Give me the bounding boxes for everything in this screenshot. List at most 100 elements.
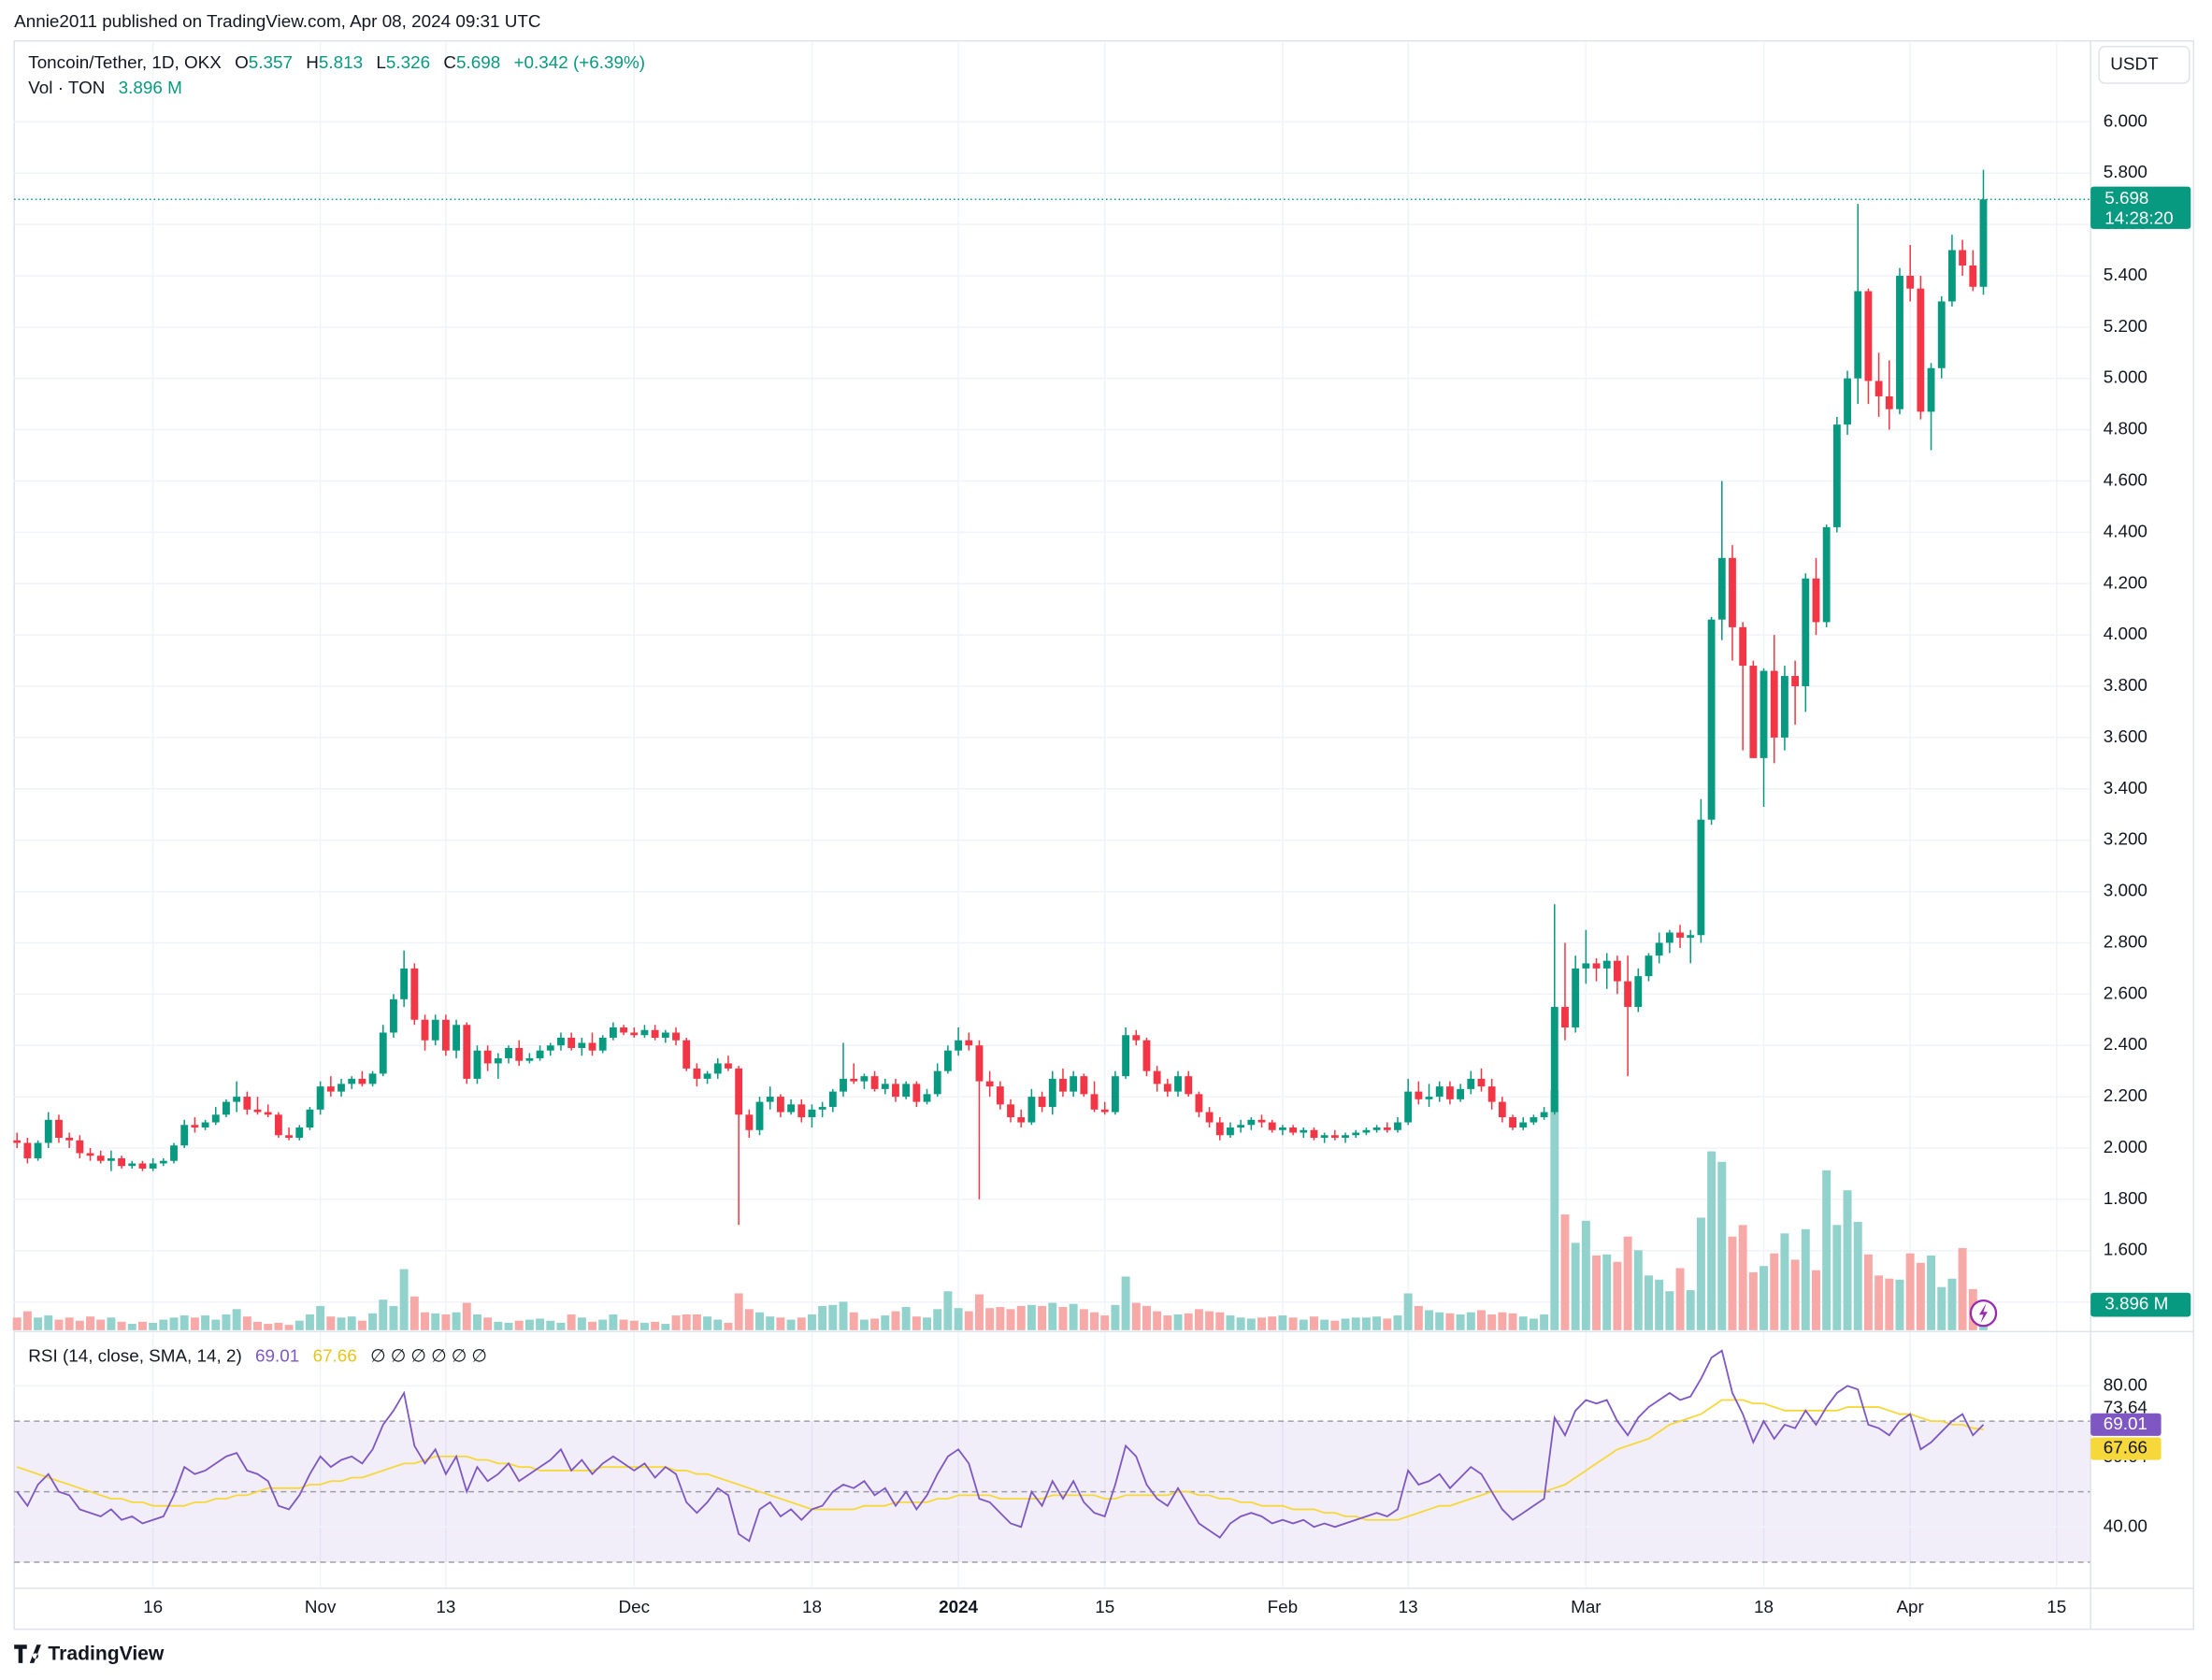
volume-bar	[22, 1311, 32, 1330]
volume-bar	[964, 1311, 973, 1330]
candle-body	[1477, 1078, 1486, 1087]
volume-bar	[1529, 1318, 1538, 1330]
volume-bar	[75, 1320, 84, 1330]
candle-body	[1352, 1132, 1360, 1136]
volume-bar	[1738, 1225, 1747, 1330]
x-tick-label: 15	[1095, 1597, 1114, 1616]
candle-body	[1550, 1007, 1558, 1113]
candle-body	[1425, 1097, 1433, 1099]
chart-frame	[13, 40, 2195, 1630]
volume-bar	[1602, 1254, 1612, 1330]
candle-body	[1937, 301, 1946, 368]
volume-bar	[12, 1317, 22, 1330]
volume-bar	[1885, 1278, 1894, 1330]
x-tick-label: 13	[436, 1597, 455, 1616]
candle-body	[840, 1078, 847, 1092]
candle-body	[870, 1076, 879, 1089]
volume-bar	[409, 1296, 419, 1330]
volume-bar	[1832, 1225, 1842, 1330]
volume-bar	[54, 1319, 64, 1330]
y-tick-label: 4.000	[2104, 624, 2147, 643]
candle-body	[1509, 1117, 1516, 1128]
brand: TradingView	[48, 1643, 165, 1664]
candle-body	[1142, 1040, 1151, 1071]
volume-bar	[1153, 1311, 1162, 1330]
ohlc-letter: C	[443, 52, 456, 72]
volume-bar	[169, 1317, 179, 1330]
currency-button[interactable]	[2098, 46, 2190, 84]
candle-body	[149, 1163, 157, 1169]
volume-bar	[923, 1317, 931, 1330]
volume-bar	[1288, 1317, 1298, 1330]
volume-bar	[859, 1319, 869, 1330]
volume-bar	[703, 1316, 712, 1330]
candle-body	[1624, 981, 1632, 1008]
candle-body	[828, 1091, 837, 1108]
volume-bar	[577, 1317, 586, 1330]
volume-bar	[211, 1319, 221, 1330]
candle-body	[1342, 1135, 1349, 1139]
volume-bar	[1571, 1242, 1580, 1330]
volume-bar	[1215, 1312, 1225, 1330]
rsi-sma-line	[16, 1399, 1984, 1521]
volume-bar	[137, 1321, 147, 1330]
volume-bar	[996, 1307, 1005, 1330]
volume-bar	[1665, 1291, 1674, 1330]
volume-bar	[839, 1301, 848, 1330]
ohlc-letter: L	[376, 52, 386, 72]
volume-bar	[1592, 1255, 1602, 1330]
candle-body	[902, 1084, 911, 1098]
volume-bar	[274, 1322, 283, 1330]
volume-legend: Vol · TON 3.896 M	[28, 78, 182, 97]
candle-body	[1362, 1129, 1371, 1133]
volume-bar	[452, 1312, 461, 1330]
volume-bar	[588, 1321, 596, 1330]
volume-bar	[1393, 1315, 1402, 1330]
volume-bar	[1853, 1221, 1862, 1330]
currency[interactable]: USDT	[2110, 53, 2159, 73]
volume-bar	[1038, 1305, 1047, 1330]
candle-body	[34, 1142, 42, 1158]
y-tick-label: 5.200	[2104, 316, 2147, 336]
candle-body	[525, 1057, 534, 1061]
volume-bar	[609, 1314, 618, 1330]
candle-body	[975, 1045, 984, 1082]
volume-bar	[891, 1311, 900, 1330]
logo-icon	[14, 1644, 41, 1663]
volume-bar	[1581, 1220, 1590, 1330]
candle-body	[1885, 395, 1893, 409]
candle-body	[1195, 1094, 1203, 1113]
candle-body	[881, 1084, 889, 1089]
candle-body	[1205, 1112, 1214, 1123]
volume-bar	[368, 1313, 378, 1330]
volume-bar	[44, 1315, 53, 1330]
x-tick-label: Mar	[1571, 1597, 1601, 1616]
candle-body	[180, 1125, 189, 1146]
volume-bar	[483, 1317, 493, 1330]
x-tick-label: 16	[143, 1597, 163, 1616]
candle-body	[818, 1107, 826, 1110]
volume-bar	[326, 1316, 336, 1330]
candle-body	[358, 1078, 366, 1084]
brand-logo[interactable]: TradingView	[14, 1643, 165, 1664]
volume-bar	[1508, 1313, 1517, 1330]
y-tick-label: 3.600	[2104, 726, 2147, 746]
ohlc-value: 5.813	[319, 52, 363, 72]
candle-body	[1132, 1035, 1141, 1041]
candle-body	[850, 1078, 858, 1082]
ohlc-letter: O	[235, 52, 249, 72]
volume-bar	[201, 1315, 210, 1330]
y-tick-label: 4.600	[2104, 469, 2147, 489]
volume-bar	[504, 1322, 513, 1330]
volume-bar	[1163, 1315, 1172, 1330]
candle-body	[546, 1045, 554, 1051]
volume-bar	[734, 1293, 743, 1330]
ohlc-value: 5.698	[456, 52, 500, 72]
volume-bar	[1874, 1275, 1884, 1330]
volume-bar	[1016, 1305, 1026, 1330]
candle-body	[1822, 526, 1831, 623]
candle-body	[1070, 1076, 1078, 1092]
volume-bar	[692, 1314, 701, 1330]
volume-bar	[1895, 1279, 1904, 1330]
